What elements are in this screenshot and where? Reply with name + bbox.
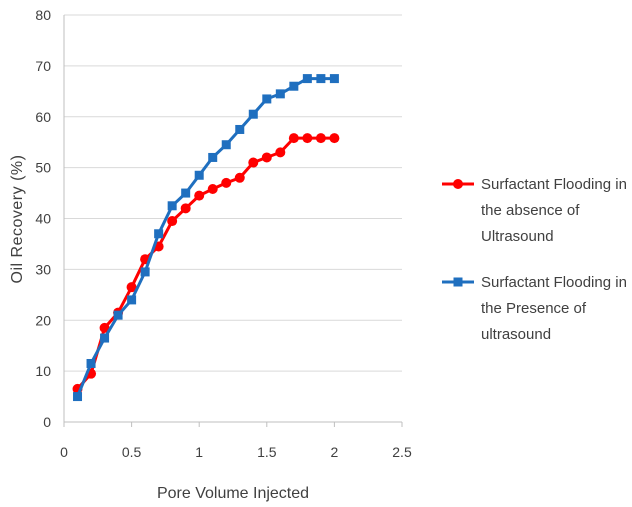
data-point (73, 392, 83, 402)
data-point (167, 216, 178, 227)
data-point (248, 157, 259, 168)
data-point (99, 322, 110, 333)
data-point (262, 94, 272, 104)
x-axis-title: Pore Volume Injected (157, 485, 309, 502)
data-point (235, 124, 245, 134)
data-point (221, 140, 231, 150)
data-point (302, 74, 312, 84)
x-tick-label: 0.5 (122, 444, 142, 460)
data-point (275, 147, 286, 158)
y-tick-labels: 0 10 20 30 40 50 60 70 80 (35, 7, 51, 430)
data-point (127, 295, 137, 305)
legend-swatch-marker (453, 277, 463, 287)
axes (63, 15, 403, 427)
x-tick-label: 0 (60, 444, 68, 460)
legend: Surfactant Flooding in the absence of Ultr… (442, 176, 627, 343)
y-tick-label: 60 (35, 109, 51, 125)
data-point (86, 358, 96, 368)
series (72, 74, 340, 402)
data-point (181, 188, 191, 198)
legend-label: Surfactant Flooding in (481, 274, 627, 291)
data-point (275, 89, 285, 99)
data-point (315, 133, 326, 144)
data-point (167, 201, 177, 211)
data-point (207, 183, 218, 194)
y-tick-label: 40 (35, 211, 51, 227)
y-tick-label: 20 (35, 312, 51, 328)
x-tick-label: 2.5 (392, 444, 412, 460)
legend-label: Ultrasound (481, 228, 554, 245)
data-point (194, 170, 204, 180)
y-tick-label: 10 (35, 363, 51, 379)
series-line (76, 77, 335, 398)
legend-label: Surfactant Flooding in (481, 176, 627, 193)
legend-label: the absence of (481, 202, 580, 219)
y-tick-label: 70 (35, 58, 51, 74)
data-point (329, 74, 339, 84)
data-point (140, 267, 150, 277)
data-point (208, 152, 218, 162)
y-tick-label: 80 (35, 7, 51, 23)
legend-entry-1: Surfactant Flooding in the absence of Ultr… (442, 176, 627, 245)
legend-swatch-marker (453, 179, 463, 189)
legend-label: the Presence of (481, 300, 587, 317)
legend-entry-2: Surfactant Flooding in the Presence of ult… (442, 274, 627, 343)
x-tick-labels: 0 0.5 1 1.5 2 2.5 (60, 444, 412, 460)
series-2 (73, 74, 339, 402)
data-point (180, 203, 191, 214)
data-point (289, 81, 299, 91)
data-point (329, 133, 340, 144)
x-tick-label: 1 (195, 444, 203, 460)
series-1 (72, 133, 340, 394)
data-point (302, 133, 313, 144)
y-tick-label: 30 (35, 261, 51, 277)
y-tick-label: 0 (43, 414, 51, 430)
data-point (194, 190, 205, 201)
y-tick-label: 50 (35, 160, 51, 176)
data-point (113, 310, 123, 320)
data-point (288, 133, 299, 144)
gridlines (64, 14, 402, 372)
data-point (234, 172, 245, 183)
data-point (221, 177, 232, 188)
x-tick-label: 1.5 (257, 444, 277, 460)
series-line (76, 136, 335, 390)
data-point (100, 333, 110, 343)
legend-label: ultrasound (481, 326, 551, 343)
data-point (154, 229, 164, 239)
data-point (126, 282, 137, 293)
data-point (248, 109, 258, 119)
data-point (316, 74, 326, 84)
x-tick-label: 2 (331, 444, 339, 460)
y-axis-title: Oil Recovery (%) (9, 155, 26, 284)
data-point (261, 152, 272, 163)
